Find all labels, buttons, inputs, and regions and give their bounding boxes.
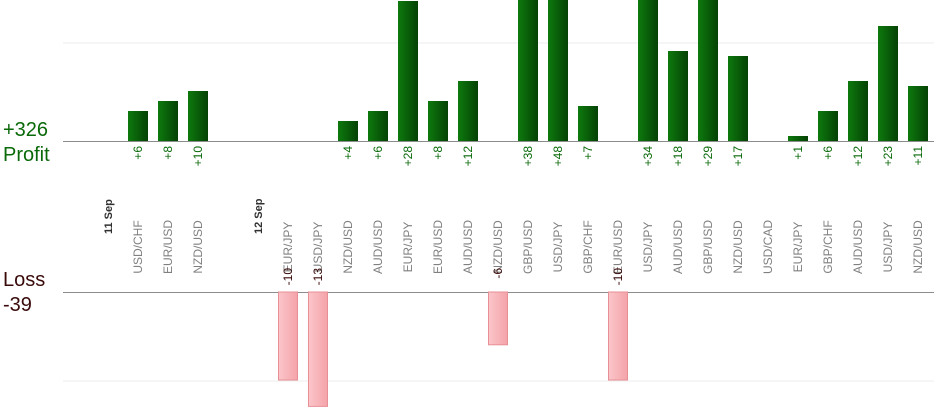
- labels-layer: 11 Sep USD/CHF +6 EUR/USD +8 NZD/USD +10 12 Sep…: [103, 146, 925, 286]
- date-label: 12 Sep: [253, 198, 265, 234]
- profit-value-label: +29: [701, 146, 715, 167]
- pair-label: EUR/JPY: [401, 222, 415, 273]
- profit-bar: [668, 51, 688, 141]
- profit-bar: [728, 56, 748, 141]
- pair-label: GBP/CHF: [581, 220, 595, 273]
- profit-value-label: +48: [551, 146, 565, 167]
- profit-value-label: +4: [341, 146, 355, 160]
- profit-label: Profit: [3, 144, 50, 166]
- pair-label: AUD/USD: [461, 220, 475, 274]
- pair-label: GBP/USD: [521, 220, 535, 274]
- loss-value-label: -6: [491, 268, 505, 279]
- pair-label: NZD/USD: [191, 220, 205, 274]
- profit-bar: [398, 1, 418, 141]
- profit-value-label: +1: [791, 146, 805, 160]
- profit-value-label: +17: [731, 146, 745, 167]
- pair-label: GBP/CHF: [821, 220, 835, 273]
- pair-label: USD/CHF: [131, 220, 145, 273]
- pair-label: USD/JPY: [311, 222, 325, 273]
- profit-value-label: +18: [671, 146, 685, 167]
- pair-label: USD/JPY: [641, 222, 655, 273]
- pair-label: GBP/USD: [701, 220, 715, 274]
- pair-label: EUR/JPY: [791, 222, 805, 273]
- profit-value-label: +6: [131, 146, 145, 160]
- pair-label: USD/CAD: [761, 220, 775, 274]
- loss-label: Loss: [3, 269, 46, 291]
- profit-value-label: +7: [581, 146, 595, 160]
- date-label: 11 Sep: [103, 199, 115, 234]
- loss-bar: [278, 291, 298, 381]
- profit-bar: [548, 0, 568, 141]
- pair-label: NZD/USD: [911, 220, 925, 274]
- loss-bar: [488, 291, 508, 346]
- profit-value-label: +6: [371, 146, 385, 160]
- pair-label: USD/JPY: [551, 222, 565, 273]
- profit-value-label: +23: [881, 146, 895, 167]
- pair-label: EUR/JPY: [281, 222, 295, 273]
- profit-value-label: +38: [521, 146, 535, 167]
- profit-bar: [338, 121, 358, 141]
- profit-bar: [188, 91, 208, 141]
- loss-value-label: -10: [611, 268, 625, 286]
- profit-value-label: +34: [641, 146, 655, 167]
- profit-value-label: +8: [161, 146, 175, 160]
- pair-label: EUR/USD: [431, 220, 445, 274]
- profit-bar: [458, 81, 478, 141]
- profit-bar: [878, 26, 898, 141]
- bars-layer: [128, 0, 928, 407]
- profit-bar: [428, 101, 448, 141]
- profit-value-label: +6: [821, 146, 835, 160]
- profit-bar: [158, 101, 178, 141]
- profit-value-label: +8: [431, 146, 445, 160]
- loss-value-label: -13: [311, 268, 325, 286]
- pair-label: EUR/USD: [161, 220, 175, 274]
- profit-total-value: +326: [3, 119, 49, 141]
- pair-label: NZD/USD: [731, 220, 745, 274]
- profit-value-label: +12: [461, 146, 475, 167]
- profit-bar: [638, 0, 658, 141]
- profit-bar: [788, 136, 808, 141]
- loss-total-value: -39: [3, 294, 32, 316]
- loss-bar: [608, 291, 628, 381]
- pair-label: AUD/USD: [851, 220, 865, 274]
- profit-value-label: +10: [191, 146, 205, 167]
- profit-bar: [698, 0, 718, 141]
- profit-bar: [908, 86, 928, 141]
- loss-value-label: -10: [281, 268, 295, 286]
- pair-label: AUD/USD: [371, 220, 385, 274]
- profit-bar: [848, 81, 868, 141]
- profit-bar: [578, 106, 598, 141]
- profit-bar: [368, 111, 388, 141]
- pair-label: NZD/USD: [341, 220, 355, 274]
- loss-bar: [308, 291, 328, 407]
- profit-bar: [818, 111, 838, 141]
- profit-bar: [518, 0, 538, 141]
- pair-label: USD/JPY: [881, 222, 895, 273]
- pair-label: NZD/USD: [491, 220, 505, 274]
- pair-label: EUR/USD: [611, 220, 625, 274]
- profit-value-label: +11: [911, 146, 925, 166]
- profit-value-label: +28: [401, 146, 415, 167]
- profit-value-label: +12: [851, 146, 865, 167]
- pair-label: AUD/USD: [671, 220, 685, 274]
- profit-bar: [128, 111, 148, 141]
